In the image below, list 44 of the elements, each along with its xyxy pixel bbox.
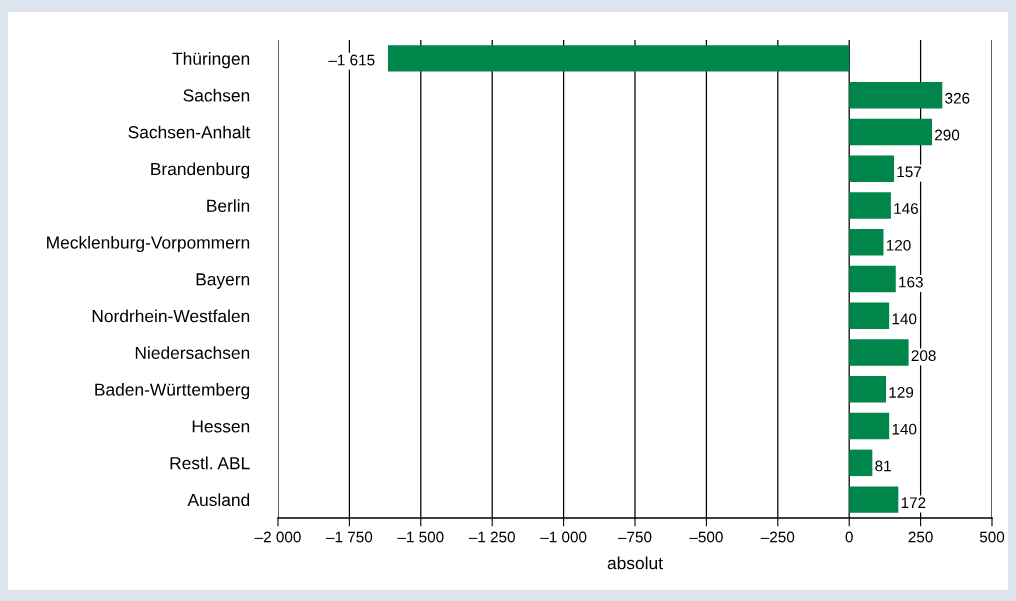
data-label: 157 [897, 166, 922, 178]
y-tick-label: Berlin [207, 199, 250, 212]
data-label: 163 [899, 276, 923, 288]
bar [387, 45, 850, 72]
y-tick-label: Sachsen [183, 88, 250, 102]
y-tick-label: Restl. ABL [170, 456, 250, 470]
bar [849, 192, 891, 219]
y-tick-label: Sachsen-Anhalt [128, 125, 251, 139]
bar [849, 339, 909, 366]
data-label: 129 [889, 387, 914, 398]
x-tick-label: –750 [618, 531, 652, 543]
bar [849, 486, 899, 513]
x-tick-label: –2 000 [254, 531, 301, 543]
bar [849, 265, 896, 293]
y-tick-label: Hessen [192, 420, 250, 433]
data-label: 140 [892, 313, 917, 325]
x-tick-label: –250 [760, 531, 795, 543]
data-label: 140 [892, 423, 917, 435]
data-label: 172 [901, 497, 926, 508]
x-axis-title: absolut [607, 556, 663, 570]
x-tick-label: –1 500 [397, 531, 444, 543]
y-tick-label: Mecklenburg-Vorpommern [47, 235, 250, 253]
data-label: 81 [875, 460, 891, 472]
x-tick-label: 250 [908, 531, 933, 543]
data-label: 146 [894, 203, 918, 214]
y-tick-label: Nordrhein-Westfalen [92, 309, 250, 323]
x-tick-label: 500 [979, 531, 1005, 543]
data-label: 326 [945, 92, 970, 104]
x-tick-label: –1 000 [540, 531, 587, 543]
x-tick-label: 0 [845, 531, 853, 543]
data-label: 208 [911, 350, 936, 362]
y-tick-label: Ausland [187, 493, 250, 507]
data-label: –1 615 [328, 54, 375, 66]
data-label: 290 [935, 129, 960, 141]
y-tick-label: Baden-Württemberg [95, 383, 250, 400]
x-tick-label: –500 [689, 531, 723, 543]
y-tick-label: Brandenburg [151, 162, 250, 179]
y-tick-label: Niedersachsen [135, 346, 250, 359]
bar [849, 155, 895, 182]
y-tick-label: Thüringen [172, 52, 250, 69]
data-label: 120 [886, 239, 911, 251]
y-tick-label: Bayern [196, 273, 250, 289]
x-tick-label: –1 250 [468, 531, 515, 543]
x-tick-label: –1 750 [326, 531, 373, 543]
